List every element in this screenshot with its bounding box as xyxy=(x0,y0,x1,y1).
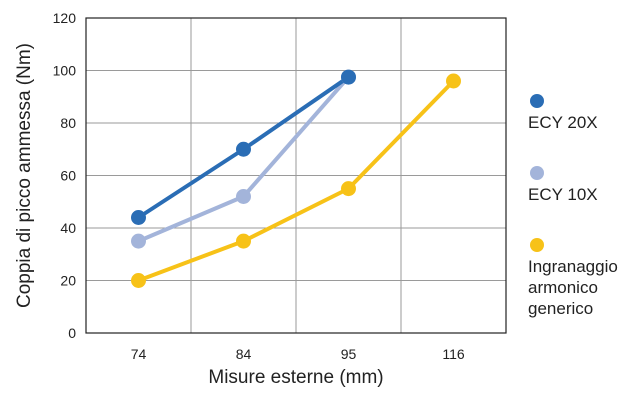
legend-marker-generic xyxy=(530,238,544,252)
y-tick-label: 100 xyxy=(53,63,77,79)
y-tick-label: 40 xyxy=(60,220,76,236)
y-tick-label: 20 xyxy=(60,273,76,289)
series-line-1 xyxy=(137,75,351,243)
y-tick-label: 80 xyxy=(60,115,76,131)
plot-frame xyxy=(85,17,507,334)
grid xyxy=(86,18,506,333)
x-tick-label: 116 xyxy=(442,346,465,362)
legend-label: ECY 10X xyxy=(528,185,598,204)
x-axis-label: Misure esterne (mm) xyxy=(208,367,383,388)
x-axis: 74 84 95 116 xyxy=(131,346,465,362)
data-point xyxy=(131,273,146,288)
data-point xyxy=(341,69,356,85)
data-point xyxy=(131,210,146,225)
data-point xyxy=(236,233,251,249)
legend-item: Ingranaggio armonico generico xyxy=(528,238,640,319)
data-point xyxy=(236,141,251,157)
legend-item: ECY 20X xyxy=(528,94,640,133)
legend-label: ECY 20X xyxy=(528,113,598,132)
x-tick-label: 74 xyxy=(131,346,147,362)
data-point xyxy=(131,233,146,249)
legend-marker-ecy-10x xyxy=(530,166,544,180)
series-line-2 xyxy=(137,79,455,283)
series-group xyxy=(131,69,461,288)
x-tick-label: 84 xyxy=(236,346,252,362)
y-tick-label: 0 xyxy=(68,325,76,341)
legend-item: ECY 10X xyxy=(528,166,640,205)
data-point xyxy=(446,73,461,89)
x-tick-label: 95 xyxy=(341,346,357,362)
y-axis: 0 20 40 60 80 100 120 xyxy=(53,10,77,341)
data-point xyxy=(341,181,356,197)
y-axis-label: Coppia di picco ammessa (Nm) xyxy=(14,43,35,308)
data-point xyxy=(236,189,251,204)
y-tick-label: 60 xyxy=(60,168,76,184)
legend-label: Ingranaggio armonico generico xyxy=(528,257,618,318)
legend-marker-ecy-20x xyxy=(530,94,544,108)
y-tick-label: 120 xyxy=(53,10,77,26)
